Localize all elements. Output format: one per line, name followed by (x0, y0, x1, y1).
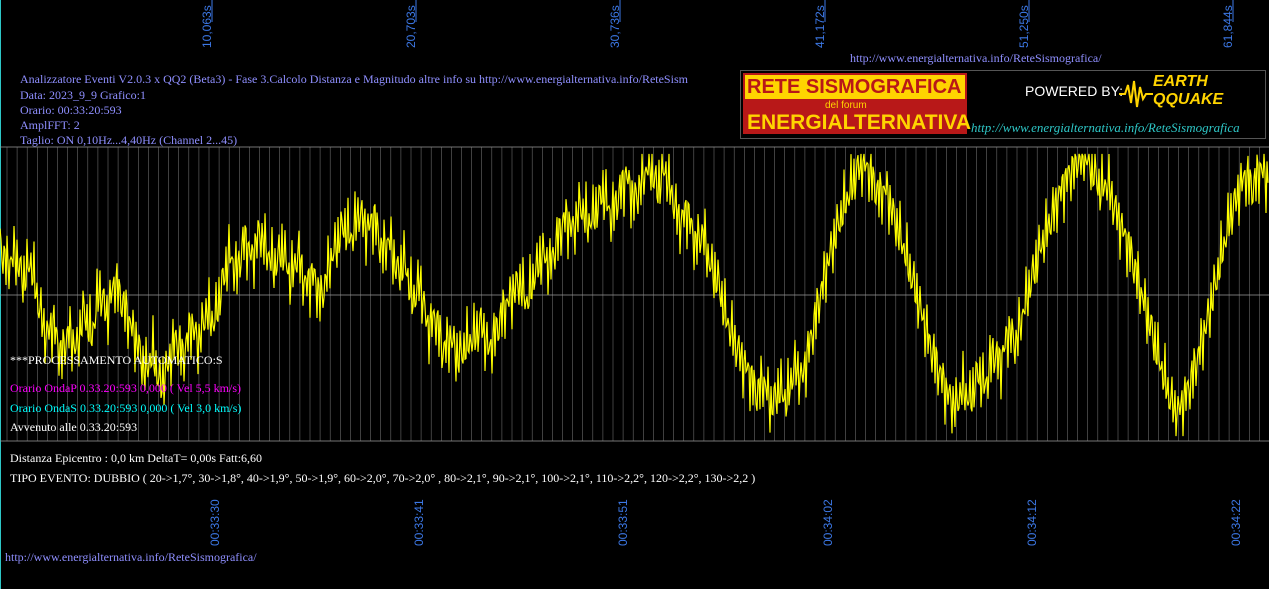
logo-yellow-band (745, 75, 965, 99)
header-line-2: Data: 2023_9_9 Grafico:1 (20, 88, 146, 102)
top-tick-label: 51,250s (1017, 5, 1031, 48)
logo-brand-top: EARTH (1153, 73, 1208, 90)
logo-brand-bottom: QQUAKE (1153, 91, 1224, 108)
rete-sismografica-logo[interactable]: RETE SISMOGRAFICA del forum ENERGIALTERN… (740, 70, 1266, 139)
logo-name: ENERGIALTERNATIVA (747, 111, 971, 134)
logo-subtitle: del forum (825, 100, 867, 111)
horizontal-guides (0, 146, 1269, 442)
bottom-url[interactable]: http://www.energialternativa.info/ReteSi… (5, 550, 257, 564)
top-tick-label: 30,736s (608, 5, 622, 48)
onda-s-time: Orario OndaS 0.33.20:593 0,000 ( Vel 3,0… (10, 401, 242, 415)
bottom-tick-label: 00:33:30 (208, 499, 222, 546)
event-type: TIPO EVENTO: DUBBIO ( 20->1,7°, 30->1,8°… (10, 471, 756, 485)
top-tick-label: 41,172s (813, 5, 827, 48)
bottom-tick-label: 00:33:51 (616, 499, 630, 546)
avvenuto-time: Avvenuto alle 0.33.20:593 (10, 420, 138, 434)
logo-url[interactable]: http://www.energialternativa.info/ReteSi… (971, 120, 1240, 135)
top-tick-label: 61,844s (1221, 5, 1235, 48)
seismic-wave-icon (1119, 80, 1153, 108)
processing-title: ***PROCESSAMENTO AUTOMATICO:S (10, 353, 223, 367)
onda-p-time: Orario OndaP 0.33.20:593 0,000 ( Vel 5,5… (10, 381, 241, 395)
header-line-1: Analizzatore Eventi V2.0.3 x QQ2 (Beta3)… (20, 72, 688, 86)
bottom-tick-label: 00:34:22 (1229, 499, 1243, 546)
top-tick-label: 10,063s (200, 5, 214, 48)
signal-trace (0, 153, 1269, 437)
top-tick-label: 20,703s (404, 5, 418, 48)
bottom-tick-label: 00:34:02 (821, 499, 835, 546)
header-line-4: AmplFFT: 2 (20, 118, 80, 132)
header-line-3: Orario: 00:33:20:593 (20, 103, 122, 117)
header-line-5: Taglio: ON 0,10Hz...4,40Hz (Channel 2...… (20, 133, 238, 147)
logo-title: RETE SISMOGRAFICA (747, 76, 962, 98)
distance-result: Distanza Epicentro : 0,0 km DeltaT= 0,00… (10, 451, 263, 465)
bottom-tick-label: 00:33:41 (412, 499, 426, 546)
bottom-tick-label: 00:34:12 (1025, 499, 1039, 546)
top-url[interactable]: http://www.energialternativa.info/ReteSi… (850, 51, 1102, 65)
logo-powered: POWERED BY: (1025, 83, 1124, 99)
